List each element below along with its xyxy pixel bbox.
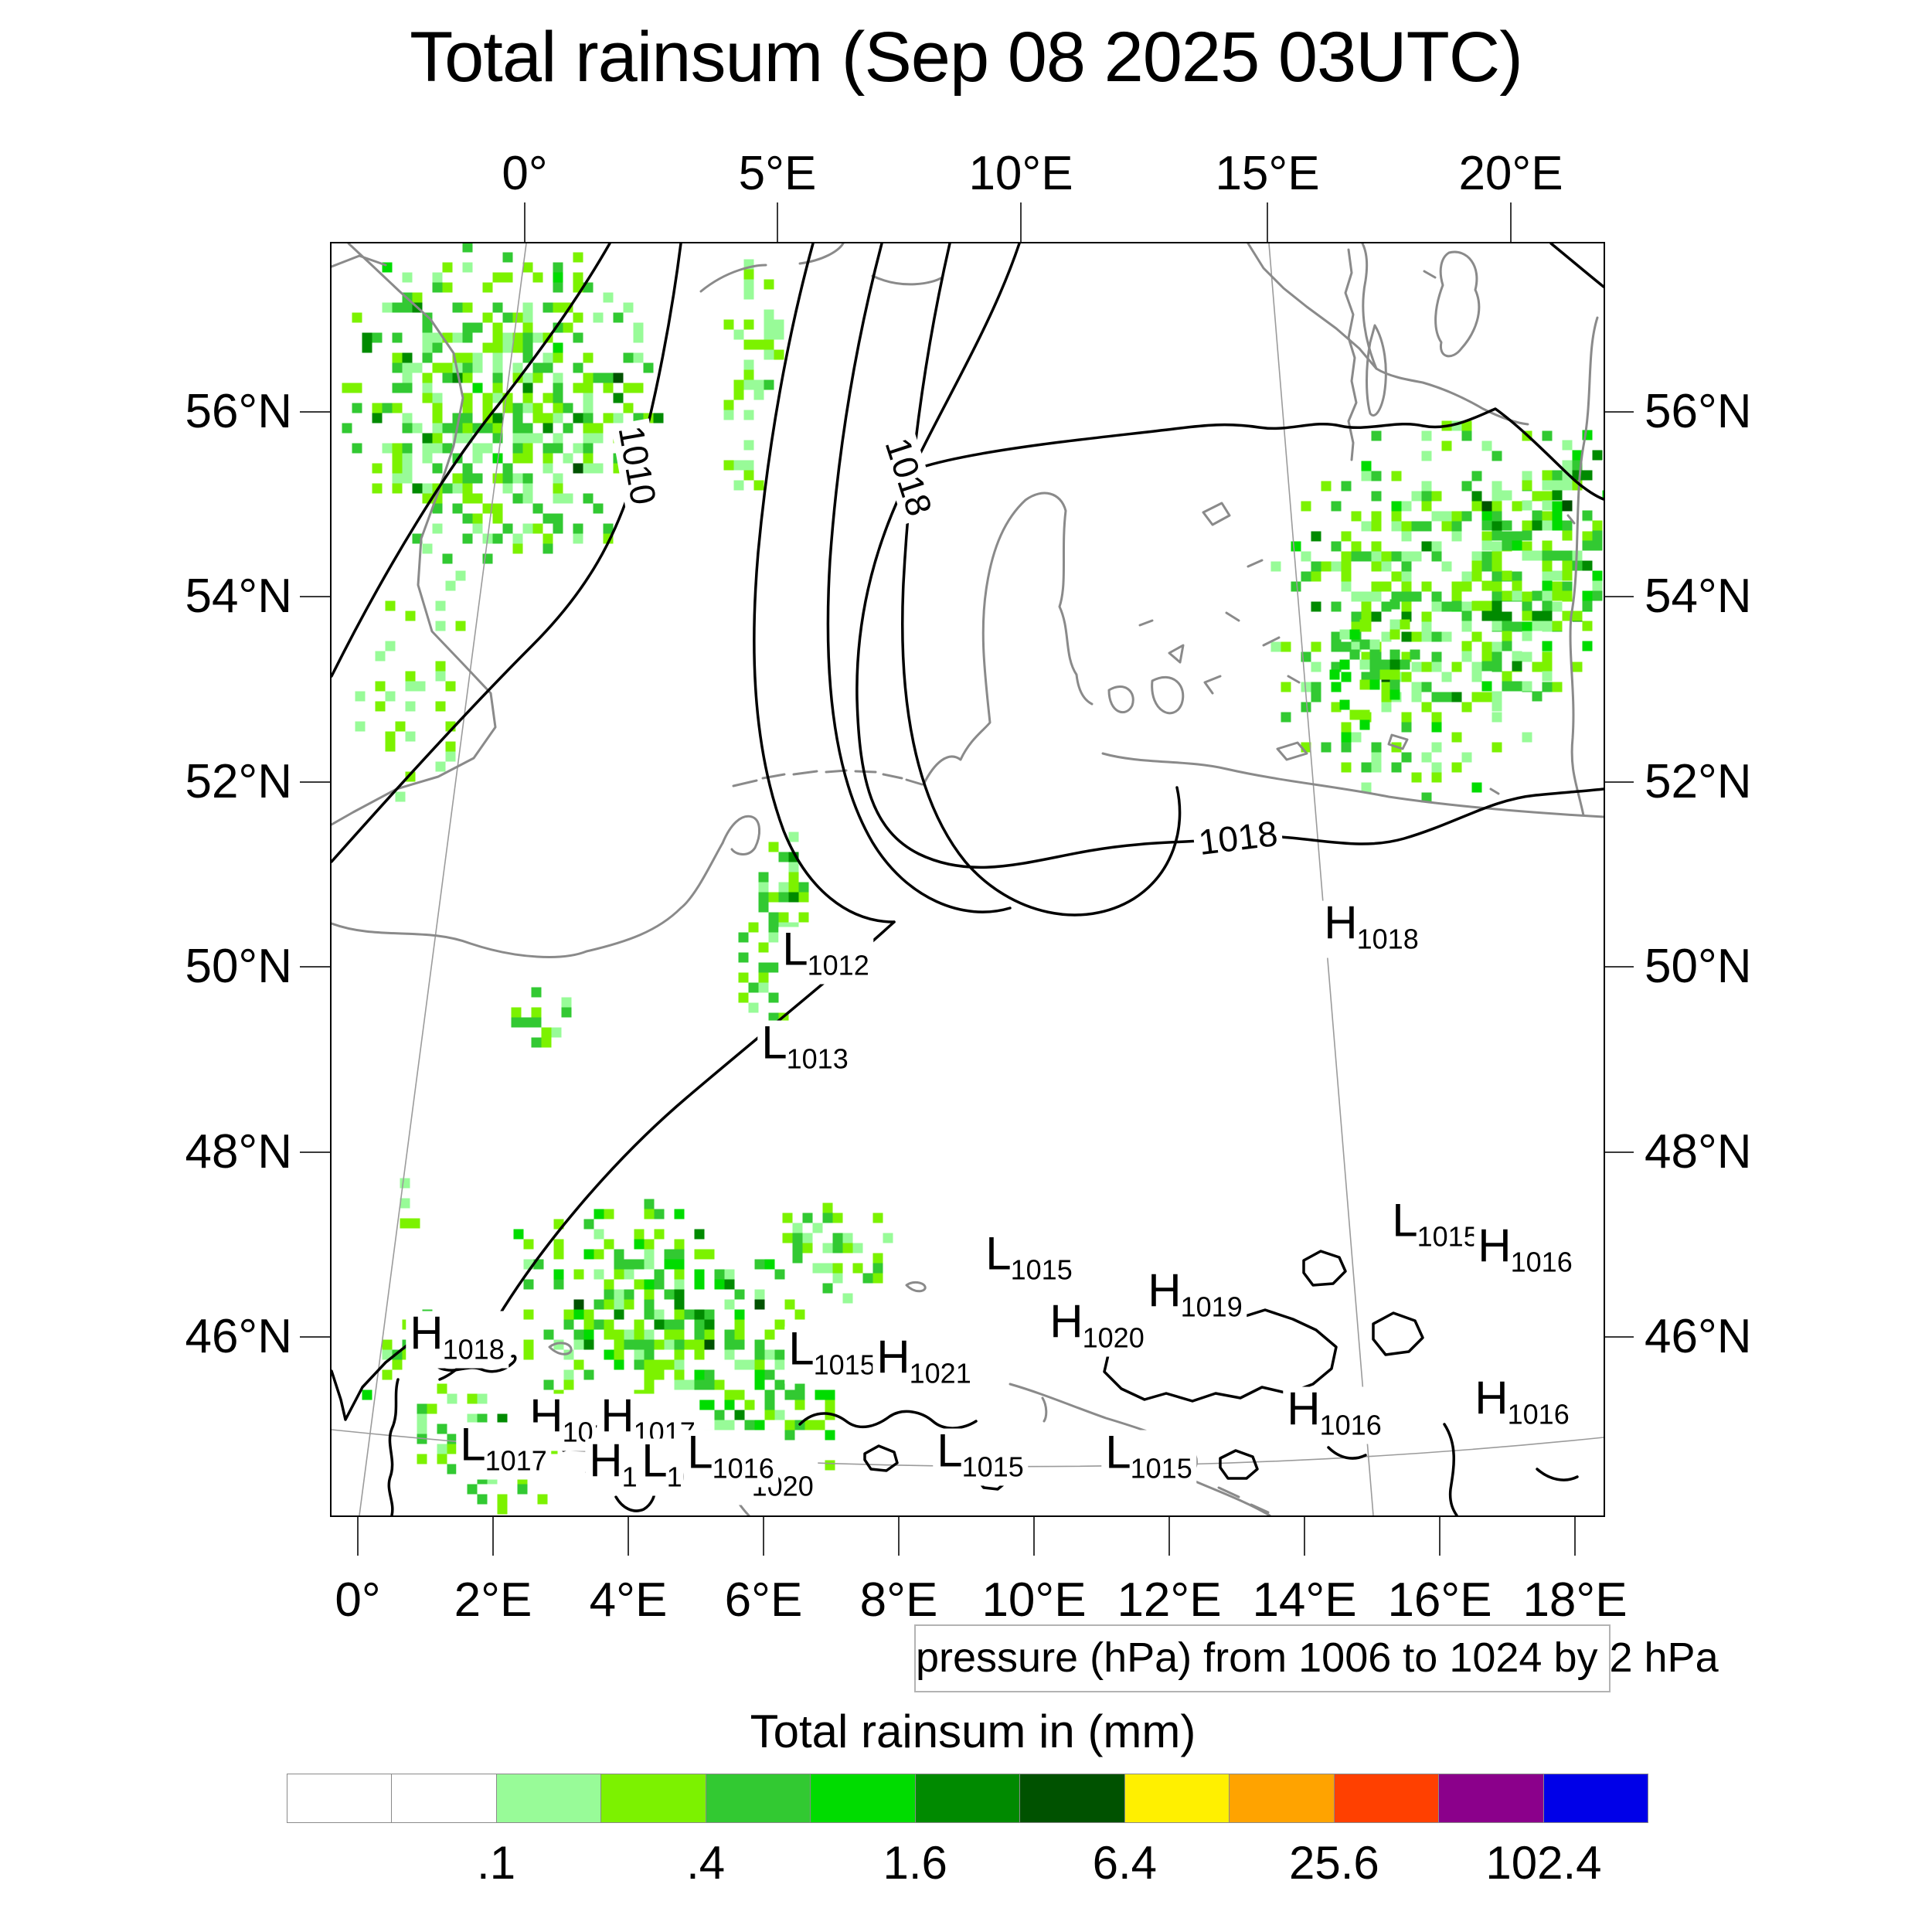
high-pressure-center: H1016 <box>1283 1386 1386 1444</box>
low-pressure-center: L1015 <box>784 1325 880 1384</box>
top-axis-label: 5°E <box>738 147 817 200</box>
left-axis-label: 56°N <box>185 385 292 438</box>
colorbar-tick-label: .1 <box>477 1837 516 1889</box>
left-axis-label: 54°N <box>185 570 292 623</box>
bottom-axis-label: 8°E <box>859 1573 938 1627</box>
left-axis-label: 46°N <box>185 1310 292 1363</box>
bottom-axis-label: 4°E <box>589 1573 668 1627</box>
colorbar-cell-0 <box>287 1774 393 1823</box>
pressure-caption-text: pressure (hPa) from 1006 to 1024 by 2 hP… <box>916 1634 1719 1681</box>
map-canvas <box>332 243 1604 1515</box>
colorbar-title: Total rainsum in (mm) <box>750 1706 1196 1757</box>
colorbar-cell-5 <box>811 1774 916 1823</box>
low-pressure-center: L1013 <box>757 1019 853 1078</box>
right-axis-label: 50°N <box>1645 940 1752 993</box>
low-pressure-center: L1017 <box>456 1421 552 1480</box>
colorbar-cell-11 <box>1439 1774 1544 1823</box>
low-pressure-center: L1015 <box>1101 1429 1197 1488</box>
colorbar-cell-1 <box>392 1774 497 1823</box>
colorbar-tick-label: 6.4 <box>1092 1837 1157 1889</box>
colorbar-cell-9 <box>1230 1774 1335 1823</box>
high-pressure-center: H1021 <box>872 1334 976 1393</box>
right-axis-label: 54°N <box>1645 570 1752 623</box>
low-pressure-center: L1015 <box>933 1427 1029 1486</box>
colorbar-cell-2 <box>496 1774 602 1823</box>
colorbar-cell-7 <box>1020 1774 1125 1823</box>
bottom-axis-label: 12°E <box>1117 1573 1222 1627</box>
rain-pixels-group <box>342 243 1604 1515</box>
top-axis-label: 20°E <box>1458 147 1563 200</box>
left-axis-label: 50°N <box>185 940 292 993</box>
top-axis-label: 10°E <box>968 147 1073 200</box>
left-axis-label: 52°N <box>185 755 292 808</box>
colorbar-cell-8 <box>1124 1774 1230 1823</box>
map-area: H1018 L1012 L1013 H1018 L1015 H1016 H1017 L1017… <box>330 242 1605 1517</box>
colorbar-tick-label: 25.6 <box>1288 1837 1379 1889</box>
bottom-axis-label: 18°E <box>1522 1573 1628 1627</box>
page-title: Total rainsum (Sep 08 2025 03UTC) <box>410 18 1523 97</box>
low-pressure-center: L1012 <box>778 926 874 985</box>
left-axis-label: 48°N <box>185 1125 292 1179</box>
low-pressure-center: L1015 <box>1388 1197 1484 1256</box>
high-pressure-center: H1019 <box>1144 1267 1247 1326</box>
top-axis-label: 15°E <box>1215 147 1320 200</box>
colorbar <box>287 1774 1649 1823</box>
bottom-axis-label: 2°E <box>454 1573 532 1627</box>
high-pressure-center: H1016 <box>1471 1375 1574 1434</box>
bottom-axis-label: 10°E <box>981 1573 1087 1627</box>
high-pressure-center: H1020 <box>1046 1298 1149 1357</box>
bottom-axis-label: 6°E <box>724 1573 803 1627</box>
bottom-axis-label: 14°E <box>1252 1573 1357 1627</box>
pressure-caption-box: pressure (hPa) from 1006 to 1024 by 2 hP… <box>914 1624 1719 1692</box>
high-pressure-center: H1018 <box>1320 900 1423 958</box>
colorbar-cell-10 <box>1334 1774 1440 1823</box>
colorbar-tick-label: 1.6 <box>883 1837 947 1889</box>
bottom-axis-label: 0° <box>335 1573 381 1627</box>
low-pressure-center: L1015 <box>981 1230 1077 1289</box>
right-axis-label: 52°N <box>1645 755 1752 808</box>
high-pressure-center: H1016 <box>1474 1223 1577 1281</box>
right-axis-label: 56°N <box>1645 385 1752 438</box>
colorbar-cell-6 <box>915 1774 1021 1823</box>
bottom-axis-label: 16°E <box>1387 1573 1492 1627</box>
colorbar-tick-label: .4 <box>686 1837 726 1889</box>
colorbar-cell-12 <box>1543 1774 1649 1823</box>
right-axis-label: 46°N <box>1645 1310 1752 1363</box>
colorbar-cell-4 <box>706 1774 811 1823</box>
top-axis-label: 0° <box>502 147 548 200</box>
colorbar-tick-label: 102.4 <box>1485 1837 1602 1889</box>
low-pressure-center: L1016 <box>683 1429 779 1488</box>
high-pressure-center: H1018 <box>406 1310 509 1369</box>
colorbar-cell-3 <box>601 1774 706 1823</box>
right-axis-label: 48°N <box>1645 1125 1752 1179</box>
